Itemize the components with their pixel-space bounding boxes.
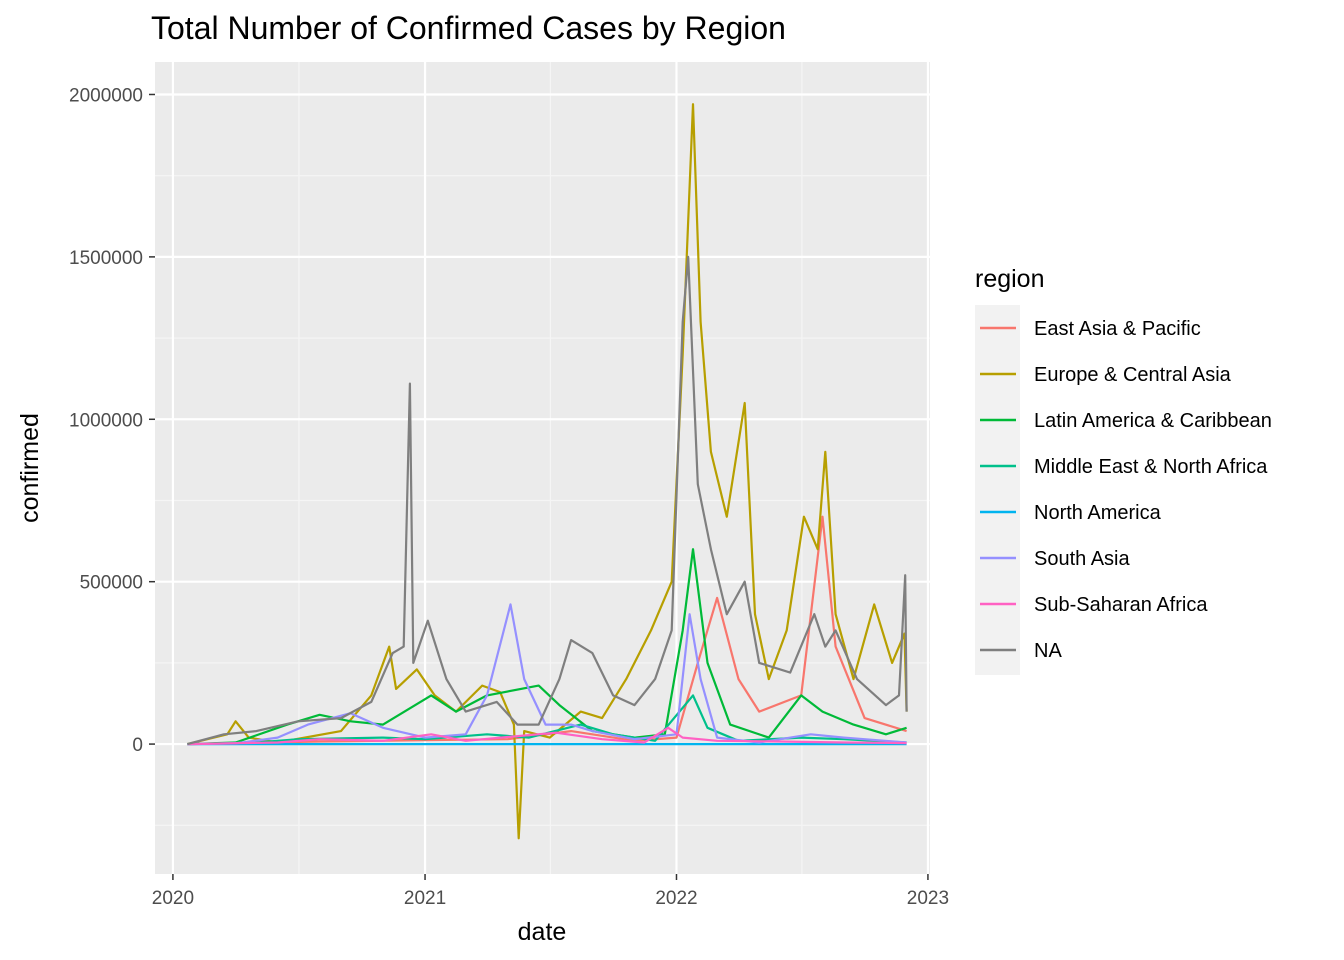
series-line-7	[187, 255, 908, 746]
x-tick-label: 2020	[152, 888, 194, 909]
y-axis: 0 500000 1000000 1500000 2000000	[69, 85, 155, 756]
series-line-3	[187, 694, 907, 746]
legend-label-0: East Asia & Pacific	[1034, 318, 1201, 340]
series-line-1	[187, 103, 908, 840]
legend: region East Asia & Pacific Europe & Centr…	[975, 265, 1272, 675]
legend-label-7: NA	[1034, 640, 1062, 662]
y-tick-label: 500000	[80, 573, 143, 594]
plot-panel	[155, 62, 930, 874]
y-tick-label: 1500000	[69, 248, 143, 269]
y-tick-label: 0	[132, 735, 143, 756]
legend-label-3: Middle East & North Africa	[1034, 456, 1268, 478]
x-tick-label: 2021	[404, 888, 446, 909]
legend-label-6: Sub-Saharan Africa	[1034, 594, 1208, 616]
series-line-6	[187, 726, 907, 746]
x-tick-label: 2022	[655, 888, 697, 909]
legend-key-background	[975, 305, 1020, 675]
y-tick-label: 2000000	[69, 85, 143, 106]
series-layer	[187, 103, 908, 840]
legend-label-2: Latin America & Caribbean	[1034, 410, 1272, 432]
y-axis-title: confirmed	[16, 413, 44, 523]
legend-label-5: South Asia	[1034, 548, 1131, 570]
y-tick-label: 1000000	[69, 410, 143, 431]
legend-title: region	[975, 265, 1045, 293]
x-axis: 2020 2021 2022 2023	[152, 874, 949, 909]
series-line-5	[187, 603, 907, 746]
chart-title: Total Number of Confirmed Cases by Regio…	[151, 10, 786, 46]
x-axis-title: date	[518, 918, 567, 946]
legend-label-4: North America	[1034, 502, 1162, 524]
legend-label-1: Europe & Central Asia	[1034, 364, 1232, 386]
x-tick-label: 2023	[907, 888, 949, 909]
